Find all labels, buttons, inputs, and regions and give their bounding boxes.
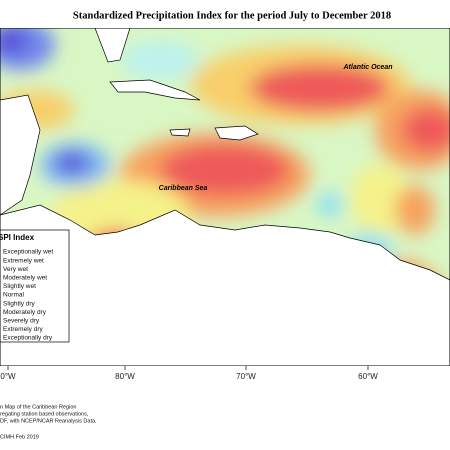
legend-label: Normal [3, 292, 25, 299]
hispaniola [214, 125, 259, 141]
legend-box [0, 229, 70, 343]
credit: CIMH Feb 2019 [0, 434, 39, 440]
central-america-north [0, 94, 41, 216]
sea-label: Caribbean Sea [159, 185, 208, 192]
map-title: Standardized Precipitation Index for the… [73, 10, 391, 21]
footer-line: DF, with NCEP/NCAR Reanalysis Data. [0, 418, 97, 424]
legend-label: Exceptionally wet [3, 249, 53, 256]
legend-label: Very wet [3, 266, 28, 273]
legend-label: Exceptionally dry [3, 335, 53, 342]
longitude-label: 60°W [358, 372, 378, 381]
south-america [0, 204, 450, 366]
ocean-label: Atlantic Ocean [342, 64, 392, 71]
legend-label: Extremely wet [3, 257, 44, 264]
footer-line: n Map of the Caribbean Region [0, 404, 76, 410]
florida [94, 28, 131, 63]
legend-label: Slightly dry [3, 300, 36, 307]
legend-label: Severely dry [3, 318, 40, 325]
spi-field [0, 28, 450, 366]
longitude-label: 0°W [0, 372, 16, 381]
cuba [109, 79, 201, 101]
legend-label: Slightly wet [3, 283, 36, 290]
legend-label: Extremely dry [3, 326, 43, 333]
legend-label: Moderately dry [3, 309, 47, 316]
jamaica [169, 128, 191, 137]
legend-label: Moderately wet [3, 275, 47, 282]
longitude-labels: 0°W 80°W 70°W 60°W [0, 366, 378, 381]
legend-title: SPI Index [0, 233, 35, 242]
longitude-label: 80°W [115, 372, 135, 381]
footer-line: regating station based observations, [0, 411, 89, 417]
footer: CIMH Feb 2019 n Map of the Caribbean Reg… [0, 404, 97, 440]
longitude-label: 70°W [236, 372, 256, 381]
